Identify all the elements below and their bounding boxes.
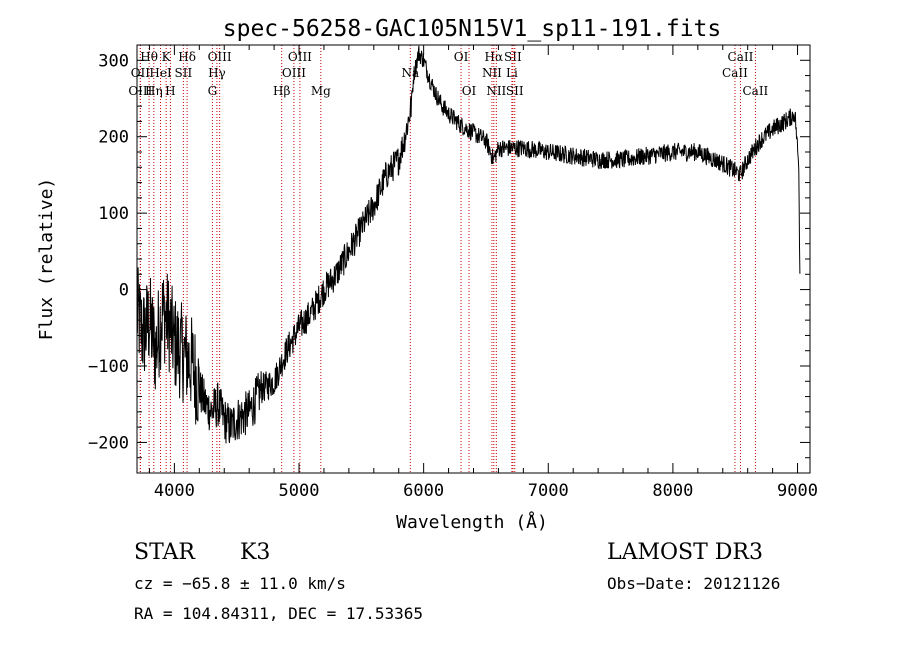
line-label: HeI (149, 66, 172, 80)
line-label: K (162, 50, 172, 64)
line-label: Mg (311, 84, 331, 98)
line-label: Hθ (140, 50, 158, 64)
y-tick-label: 300 (98, 51, 129, 71)
coordinates: RA = 104.84311, DEC = 17.53365 (134, 604, 423, 623)
line-label: NII (482, 66, 502, 80)
line-label: CaII (728, 50, 754, 64)
spectrum-series-group (136, 45, 801, 444)
line-label: SII (504, 50, 522, 64)
x-tick-label: 9000 (777, 481, 818, 501)
y-tick-label: 200 (98, 128, 129, 148)
chart-title: spec-56258-GAC105N15V1_sp11-191.fits (223, 16, 722, 42)
line-label: Li (506, 66, 518, 80)
x-axis-label: Wavelength (Å) (396, 511, 548, 533)
x-tick-label: 7000 (528, 481, 569, 501)
line-label: OI (462, 84, 477, 98)
line-label: OIII (288, 50, 312, 64)
survey-name: LAMOST DR3 (607, 540, 763, 565)
line-label: NII (486, 84, 506, 98)
x-tick-label: 5000 (279, 481, 320, 501)
x-tick-label: 4000 (154, 481, 195, 501)
y-axis-label: Flux (relative) (36, 178, 57, 341)
observation-date: Obs−Date: 20121126 (607, 574, 781, 593)
y-tick-label: −200 (88, 433, 129, 453)
line-label: Hβ (273, 84, 290, 98)
line-label: OIII (282, 66, 306, 80)
line-label: G (208, 84, 218, 98)
line-label: OIII (208, 50, 232, 64)
line-label: Hδ (178, 50, 196, 64)
redshift-cz: cz = −65.8 ± 11.0 km/s (134, 574, 346, 593)
y-tick-label: 100 (98, 204, 129, 224)
line-label: SII (506, 84, 524, 98)
line-label: SII (175, 66, 193, 80)
line-label: CaII (742, 84, 768, 98)
object-subclass: K3 (240, 540, 271, 565)
line-label: Hγ (208, 66, 226, 80)
line-label: Hα (485, 50, 504, 64)
y-tick-label: 0 (119, 281, 129, 301)
line-label: H (165, 84, 175, 98)
line-label: Hη (145, 84, 163, 98)
line-label: OI (454, 50, 469, 64)
spectrum-line (136, 45, 801, 444)
object-class: STAR (134, 540, 195, 565)
x-tick-label: 8000 (652, 481, 693, 501)
axis-ticks: 4000 5000 6000 7000 8000 9000 −200 −100 0 100 200 3… (88, 44, 818, 501)
x-tick-label: 6000 (403, 481, 444, 501)
line-label: CaII (722, 66, 748, 80)
y-tick-label: −100 (88, 357, 129, 377)
